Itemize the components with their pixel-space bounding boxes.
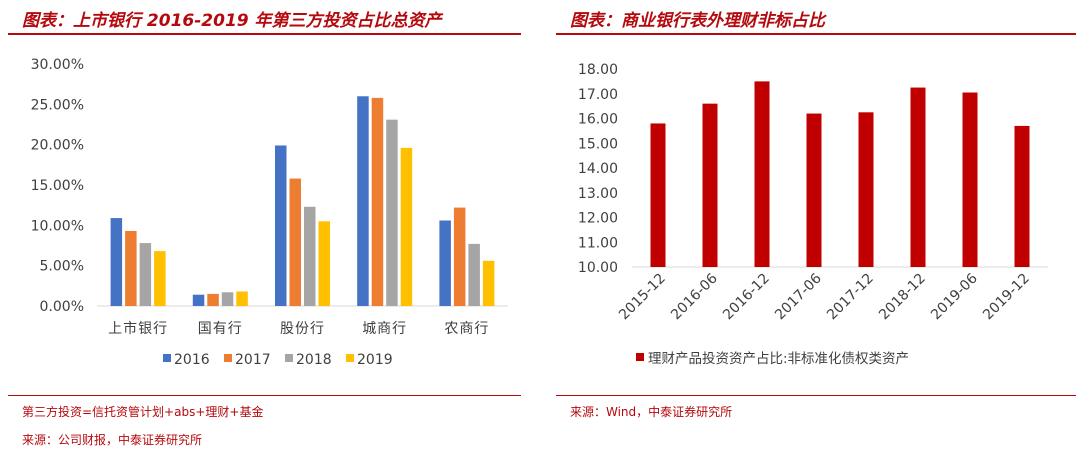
y-tick-label: 16.00 bbox=[578, 112, 618, 128]
y-tick-label: 10.00 bbox=[578, 260, 618, 276]
x-tick-label: 2015-12 bbox=[616, 271, 669, 324]
x-tick-label: 上市银行 bbox=[108, 320, 168, 337]
x-tick-label: 2016-06 bbox=[668, 270, 721, 323]
bar-2019 bbox=[154, 251, 166, 306]
y-tick-label: 5.00% bbox=[40, 259, 84, 275]
x-tick-label: 2019-06 bbox=[928, 270, 981, 323]
y-tick-label: 10.00% bbox=[31, 218, 84, 234]
bar-2019 bbox=[400, 147, 413, 306]
bar-2016 bbox=[439, 220, 451, 306]
right-bottom-rule bbox=[556, 395, 1076, 396]
bar-2016 bbox=[110, 218, 123, 306]
right-title-rule bbox=[556, 33, 1076, 35]
bar-2017 bbox=[371, 97, 384, 306]
bar-2019 bbox=[482, 260, 495, 306]
x-tick-label: 2019-12 bbox=[980, 271, 1033, 324]
legend-label-2016: 2016 bbox=[174, 352, 210, 368]
y-tick-label: 17.00 bbox=[578, 87, 618, 103]
bar-2017 bbox=[453, 207, 466, 306]
right-chart-title: 图表：商业银行表外理财非标占比 bbox=[570, 11, 825, 31]
left-panel: 图表：上市银行 2016-2019 年第三方投资占比总资产 0.00% 5.00%… bbox=[0, 0, 525, 455]
definition-note: 第三方投资=信托资管计划+abs+理财+基金 bbox=[22, 405, 264, 419]
bar bbox=[1014, 125, 1030, 267]
x-tick-label: 股份行 bbox=[280, 321, 325, 337]
bar bbox=[806, 113, 822, 267]
legend-swatch-2018 bbox=[285, 354, 293, 362]
y-tick-label: 30.00% bbox=[31, 57, 84, 73]
y-tick-label: 25.00% bbox=[31, 97, 84, 113]
y-tick-label: 11.00 bbox=[578, 235, 618, 251]
legend-swatch bbox=[636, 353, 644, 361]
x-tick-label: 国有行 bbox=[198, 321, 243, 337]
bar-2017 bbox=[207, 293, 219, 306]
left-chart-title: 图表：上市银行 2016-2019 年第三方投资占比总资产 bbox=[22, 11, 442, 31]
x-tick-label: 2017-06 bbox=[772, 270, 825, 323]
bar-2018 bbox=[386, 119, 398, 306]
bar-2018 bbox=[304, 206, 316, 306]
bar-2019 bbox=[236, 291, 248, 306]
legend-label-2018: 2018 bbox=[296, 352, 332, 368]
left-bar-chart: 0.00% 5.00% 10.00% 15.00% 20.00% 25.00% 30.00%… bbox=[31, 57, 508, 368]
x-tick-label: 2016-12 bbox=[720, 271, 773, 324]
left-bottom-rule bbox=[8, 395, 521, 396]
y-tick-label: 18.00 bbox=[578, 62, 618, 78]
bar-2018 bbox=[139, 243, 152, 306]
y-tick-label: 14.00 bbox=[578, 161, 618, 177]
x-tick-label: 农商行 bbox=[444, 321, 489, 337]
legend-label: 理财产品投资资产占比:非标准化债权类资产 bbox=[648, 350, 909, 367]
bar-2019 bbox=[318, 221, 330, 306]
bar-2018 bbox=[221, 292, 234, 306]
bar bbox=[858, 112, 874, 267]
left-source-note: 来源：公司财报，中泰证券研究所 bbox=[22, 433, 203, 447]
bar-2018 bbox=[468, 243, 480, 306]
right-panel: 图表：商业银行表外理财非标占比 10.00 11.00 12.00 13.00 14.0… bbox=[548, 0, 1080, 455]
right-source-note: 来源：Wind，中泰证券研究所 bbox=[570, 405, 733, 419]
legend-swatch-2019 bbox=[346, 354, 354, 362]
bar bbox=[650, 123, 666, 267]
x-tick-label: 城商行 bbox=[362, 321, 407, 337]
y-tick-label: 15.00 bbox=[578, 136, 618, 152]
bar-2016 bbox=[275, 145, 287, 306]
y-tick-label: 12.00 bbox=[578, 211, 618, 227]
bar-2016 bbox=[357, 96, 369, 307]
bar bbox=[754, 81, 770, 267]
y-tick-label: 15.00% bbox=[31, 178, 84, 194]
x-tick-label: 2017-12 bbox=[824, 271, 877, 324]
left-title-rule bbox=[8, 33, 521, 35]
legend-swatch-2017 bbox=[224, 354, 232, 362]
legend-label-2017: 2017 bbox=[235, 352, 271, 368]
y-tick-label: 20.00% bbox=[31, 138, 84, 154]
x-tick-label: 2018-12 bbox=[876, 271, 929, 324]
bar-2017 bbox=[125, 230, 137, 306]
legend-swatch-2016 bbox=[163, 354, 171, 362]
y-tick-label: 0.00% bbox=[40, 299, 84, 315]
bar bbox=[910, 87, 926, 267]
bar-2017 bbox=[289, 178, 301, 306]
bar bbox=[962, 92, 978, 267]
bar-2016 bbox=[192, 294, 205, 306]
legend-label-2019: 2019 bbox=[357, 352, 393, 368]
y-tick-label: 13.00 bbox=[578, 186, 618, 202]
bar bbox=[702, 103, 718, 268]
right-bar-chart: 10.00 11.00 12.00 13.00 14.00 15.00 16.00 17.00… bbox=[578, 62, 1048, 367]
